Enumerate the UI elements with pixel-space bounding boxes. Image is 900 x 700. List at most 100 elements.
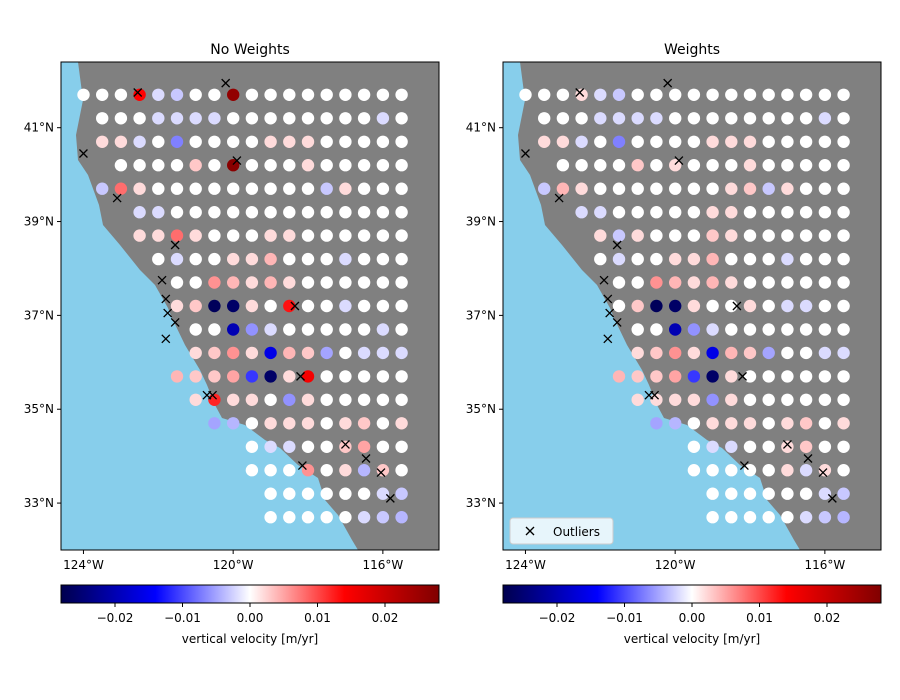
station-point <box>208 393 221 406</box>
station-point <box>114 182 128 195</box>
station-point <box>650 88 663 102</box>
outlier-marker <box>818 468 828 478</box>
station-point <box>818 487 832 500</box>
colorbar-tick-label: −0.02 <box>97 611 134 625</box>
station-point <box>837 440 850 453</box>
station-point <box>818 159 832 172</box>
station-point <box>264 299 277 313</box>
station-point <box>743 229 757 242</box>
outlier-marker <box>208 390 218 400</box>
y-tick-label: 41°N <box>24 121 54 135</box>
station-point <box>339 511 352 524</box>
station-point <box>395 393 408 406</box>
station-point <box>799 229 813 242</box>
station-point <box>725 159 738 172</box>
y-tick-label: 37°N <box>24 308 54 322</box>
station-point <box>320 299 333 313</box>
station-point <box>376 440 390 453</box>
station-point <box>612 88 626 102</box>
station-point <box>687 464 701 477</box>
station-point <box>725 112 738 125</box>
y-tick-label: 37°N <box>466 308 496 322</box>
outlier-marker <box>599 275 609 285</box>
station-point <box>152 88 165 102</box>
station-point <box>631 206 644 219</box>
station-point <box>320 88 333 102</box>
station-point <box>395 464 408 477</box>
y-tick-label: 39°N <box>24 215 54 229</box>
outlier-marker <box>803 454 813 463</box>
station-point <box>781 229 794 242</box>
station-point <box>357 135 371 148</box>
station-point <box>264 159 277 172</box>
station-point <box>818 393 832 406</box>
station-point <box>781 417 794 430</box>
station-point <box>538 135 551 148</box>
outlier-marker <box>232 156 242 165</box>
station-point <box>650 252 663 266</box>
station-point <box>376 206 390 219</box>
station-point <box>320 159 333 172</box>
station-point <box>189 182 202 195</box>
station-point <box>837 229 850 242</box>
station-point <box>208 417 221 430</box>
station-point <box>818 417 832 430</box>
station-point <box>799 88 813 102</box>
station-point <box>339 323 352 336</box>
station-point <box>301 487 315 500</box>
station-point <box>376 393 390 406</box>
station-point <box>133 182 146 195</box>
outlier-marker <box>663 78 673 88</box>
y-tick-label: 33°N <box>466 496 496 510</box>
station-point <box>170 229 184 242</box>
station-point <box>320 323 333 336</box>
x-tick-label: 120°W <box>655 558 696 572</box>
station-point <box>799 276 813 289</box>
station-point <box>96 88 109 102</box>
station-point <box>538 112 551 125</box>
station-point <box>376 323 390 336</box>
station-point <box>170 252 184 266</box>
station-point <box>376 135 390 148</box>
station-point <box>189 206 202 219</box>
station-point <box>631 135 644 148</box>
station-point <box>594 88 607 102</box>
station-point <box>301 229 315 242</box>
station-point <box>208 112 221 125</box>
station-point <box>208 229 221 242</box>
station-point <box>837 511 850 524</box>
station-point <box>395 182 408 195</box>
station-point <box>208 299 221 313</box>
station-point <box>725 88 738 102</box>
station-point <box>357 276 371 289</box>
colorbar: −0.02 −0.01 0.00 0.01 0.02 vertical velocity… <box>502 584 882 646</box>
station-point <box>395 206 408 219</box>
station-point <box>631 299 644 313</box>
station-point <box>245 370 259 383</box>
station-point <box>781 370 794 383</box>
station-point <box>725 417 738 430</box>
station-point <box>395 159 408 172</box>
station-point <box>339 346 352 360</box>
station-point <box>264 229 277 242</box>
station-point <box>762 112 775 125</box>
station-point <box>376 276 390 289</box>
station-point <box>357 393 371 406</box>
legend-label: Outliers <box>553 525 600 539</box>
station-point <box>706 464 719 477</box>
station-point <box>799 323 813 336</box>
outlier-marker <box>170 240 180 250</box>
station-point <box>283 299 296 313</box>
station-point <box>208 206 221 219</box>
station-point <box>837 206 850 219</box>
station-point <box>538 182 551 195</box>
station-point <box>837 370 850 383</box>
station-point <box>669 135 682 148</box>
station-point <box>706 511 719 524</box>
station-point <box>339 182 352 195</box>
station-point <box>395 440 408 453</box>
station-point <box>170 159 184 172</box>
outlier-marker <box>157 275 167 285</box>
station-point <box>687 88 701 102</box>
station-point <box>631 370 644 383</box>
